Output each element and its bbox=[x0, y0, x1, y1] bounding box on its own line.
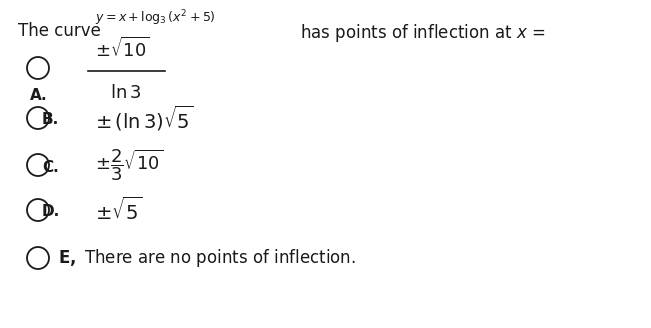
Text: $\ln 3$: $\ln 3$ bbox=[110, 84, 141, 102]
Text: $\pm\sqrt{10}$: $\pm\sqrt{10}$ bbox=[95, 37, 150, 61]
Text: A.: A. bbox=[30, 88, 48, 103]
Text: $\pm\sqrt{5}$: $\pm\sqrt{5}$ bbox=[95, 196, 142, 224]
Text: C.: C. bbox=[42, 159, 59, 174]
Text: $\pm\,(\ln 3)\sqrt{5}$: $\pm\,(\ln 3)\sqrt{5}$ bbox=[95, 103, 194, 133]
Text: $\mathbf{E,}$ There are no points of inflection.: $\mathbf{E,}$ There are no points of inf… bbox=[58, 247, 356, 269]
Text: $\pm\dfrac{2}{3}\sqrt{10}$: $\pm\dfrac{2}{3}\sqrt{10}$ bbox=[95, 147, 163, 183]
Text: $y = x + \log_3(x^2 + 5)$: $y = x + \log_3(x^2 + 5)$ bbox=[95, 8, 215, 28]
Text: B.: B. bbox=[42, 113, 59, 128]
Text: has points of inflection at $x$ =: has points of inflection at $x$ = bbox=[300, 22, 546, 44]
Text: The curve: The curve bbox=[18, 22, 101, 40]
Text: D.: D. bbox=[42, 204, 61, 219]
